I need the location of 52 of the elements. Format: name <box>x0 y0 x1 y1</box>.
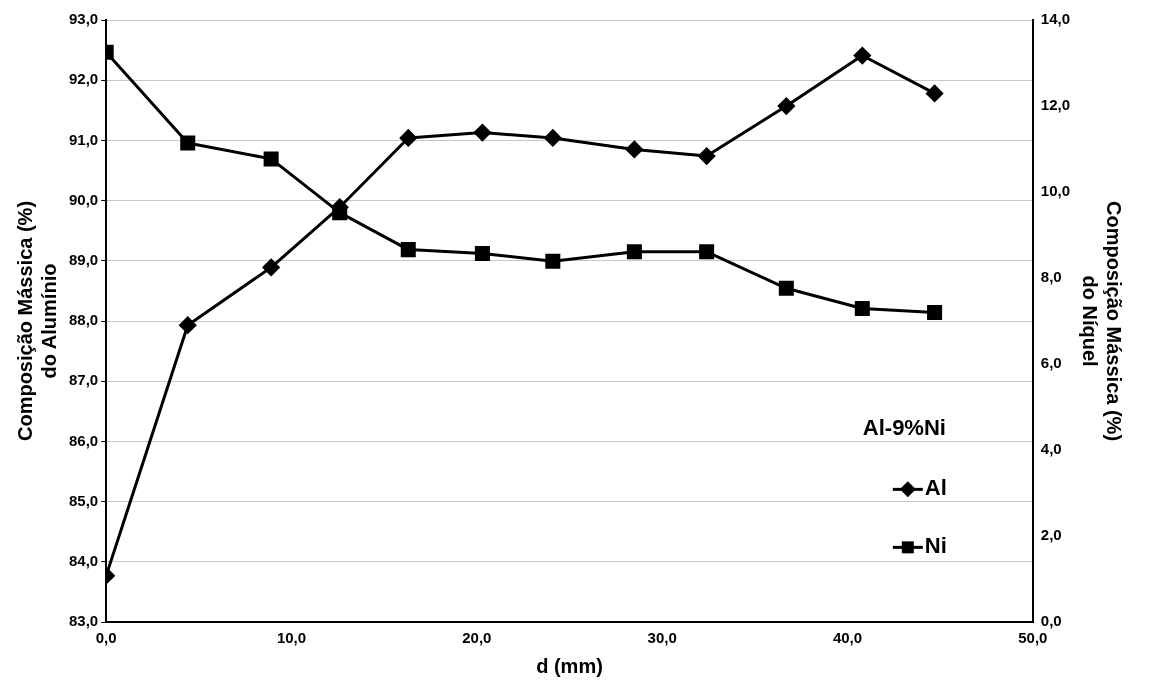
y-tick-label: 86,0 <box>68 431 99 449</box>
legend-title: Al-9%Ni <box>862 415 946 441</box>
point <box>778 280 794 296</box>
x-tick-label: 20,0 <box>462 629 492 647</box>
x-tick-label: 30,0 <box>647 629 677 647</box>
y2-tick-label: 8,0 <box>1040 268 1062 286</box>
point <box>853 47 871 65</box>
y-tick-label: 90,0 <box>68 190 99 208</box>
point <box>777 97 795 115</box>
point <box>927 304 943 320</box>
x-axis-title: d (mm) <box>536 654 603 677</box>
y-tick-label: 92,0 <box>68 70 99 88</box>
point <box>179 316 197 334</box>
y-tick-label: 85,0 <box>68 491 99 509</box>
point <box>854 301 870 317</box>
legend-label: Ni <box>924 533 947 559</box>
y-tick-label: 83,0 <box>68 612 99 630</box>
x-tick-label: 10,0 <box>276 629 307 647</box>
legend-label: Al <box>924 475 947 501</box>
point <box>474 245 490 261</box>
point <box>180 135 196 151</box>
y-tick-label: 89,0 <box>68 250 99 268</box>
point <box>332 205 348 221</box>
y2-tick-label: 6,0 <box>1040 354 1062 372</box>
y-tick-label: 93,0 <box>68 10 99 28</box>
y-tick-label: 91,0 <box>68 130 99 148</box>
point <box>399 129 417 147</box>
y2-tick-label: 14,0 <box>1040 10 1071 28</box>
y2-axis-title: Composição Mássica (%) do Níquel <box>1079 200 1126 442</box>
y2-tick-label: 0,0 <box>1040 612 1062 630</box>
point <box>699 244 715 260</box>
y-tick-label: 84,0 <box>68 551 99 569</box>
x-tick-label: 0,0 <box>95 629 117 647</box>
point <box>626 244 642 260</box>
y-tick-label: 87,0 <box>68 371 99 389</box>
x-tick-label: 50,0 <box>1018 629 1048 647</box>
point <box>262 258 280 276</box>
y2-tick-label: 2,0 <box>1040 526 1062 544</box>
point <box>544 129 562 147</box>
point <box>698 147 716 165</box>
x-tick-label: 40,0 <box>832 629 863 647</box>
point <box>263 151 279 167</box>
point <box>545 253 561 269</box>
y-tick-label: 88,0 <box>68 311 99 329</box>
point <box>926 84 944 102</box>
point <box>400 242 416 258</box>
y-axis-title: Composição Mássica (%) do Alumínio <box>13 200 60 442</box>
y2-tick-label: 12,0 <box>1040 96 1071 114</box>
point <box>625 140 643 158</box>
y2-tick-label: 4,0 <box>1040 440 1062 458</box>
y2-tick-label: 10,0 <box>1040 182 1071 200</box>
point <box>473 124 491 142</box>
